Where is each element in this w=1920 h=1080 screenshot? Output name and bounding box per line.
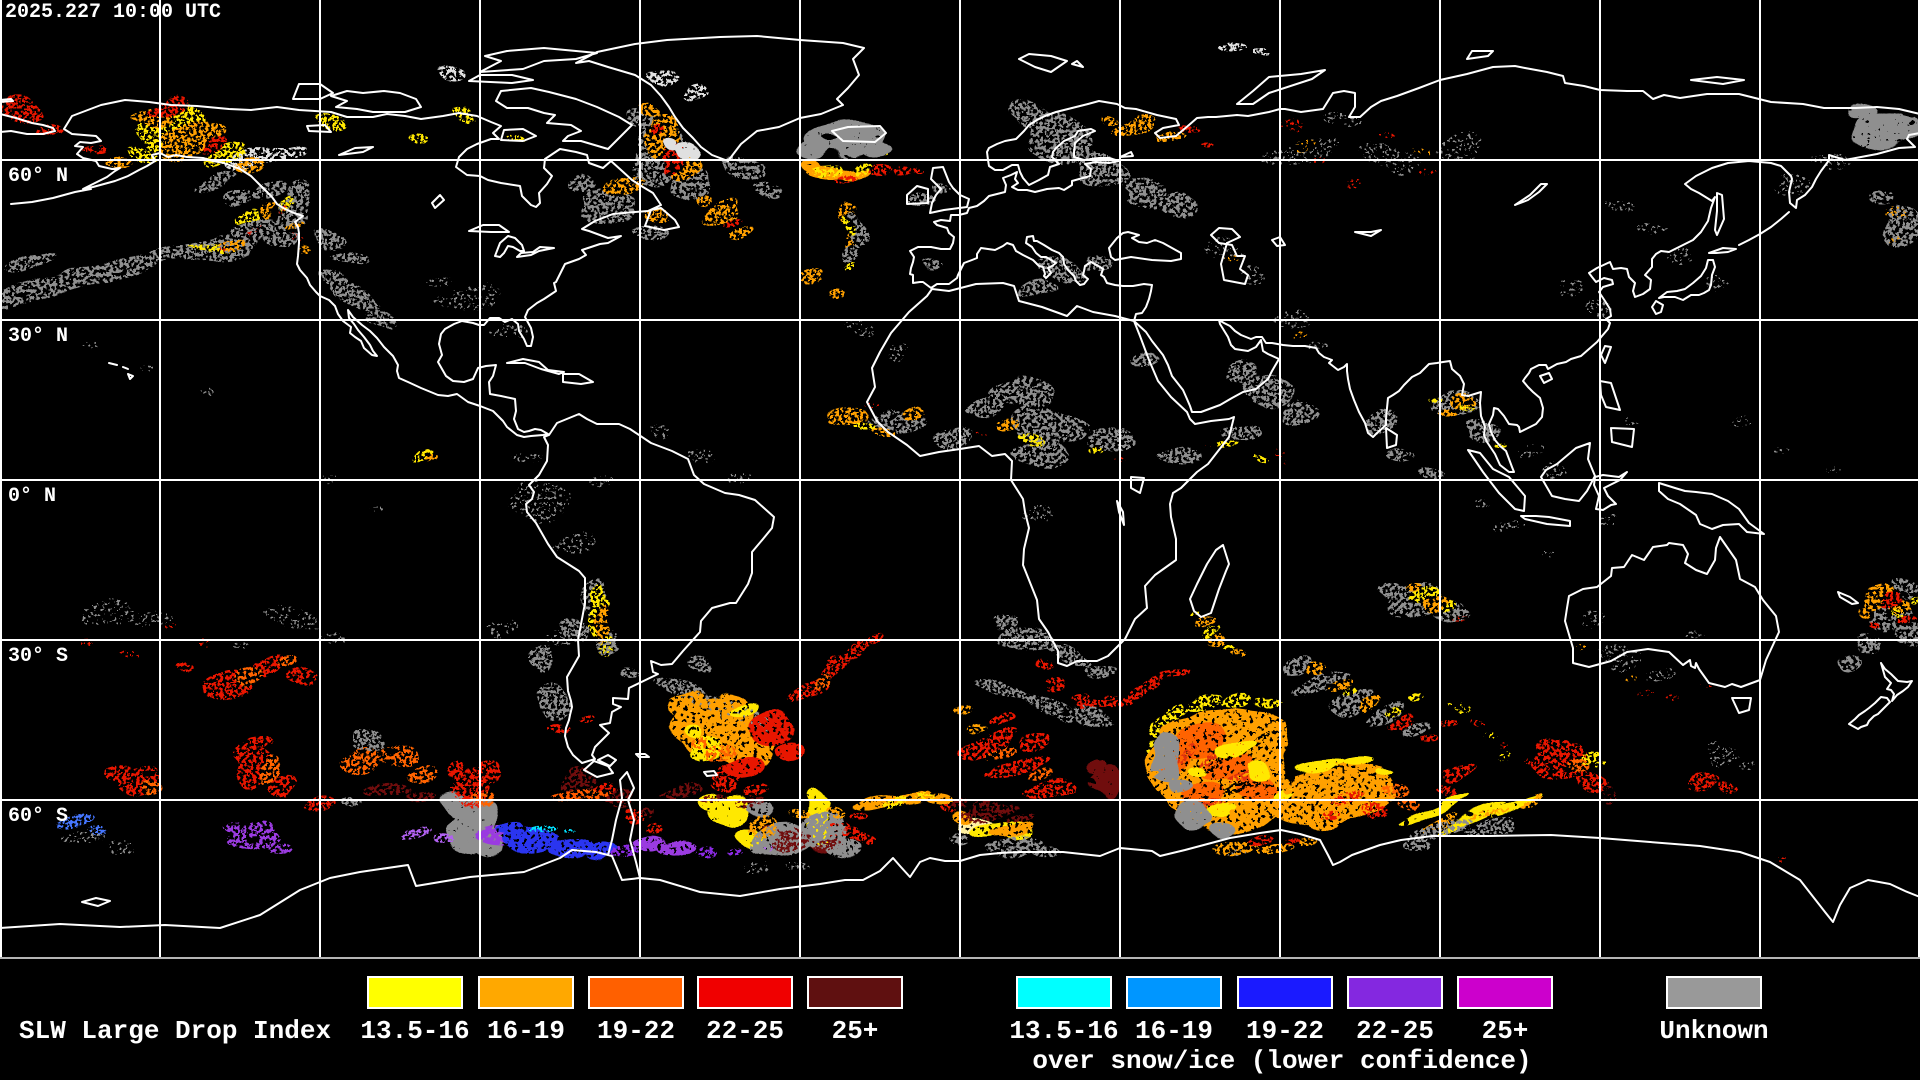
svg-text:SLW Large Drop Index: SLW Large Drop Index [19, 1016, 331, 1046]
svg-text:30° N: 30° N [8, 325, 68, 348]
svg-text:0° N: 0° N [8, 485, 56, 508]
svg-text:25+: 25+ [832, 1016, 879, 1046]
svg-text:13.5-16: 13.5-16 [1009, 1016, 1118, 1046]
svg-text:Unknown: Unknown [1659, 1016, 1768, 1046]
svg-text:22-25: 22-25 [706, 1016, 784, 1046]
svg-text:25+: 25+ [1482, 1016, 1529, 1046]
svg-text:22-25: 22-25 [1356, 1016, 1434, 1046]
svg-text:60° N: 60° N [8, 165, 68, 188]
svg-text:60° S: 60° S [8, 805, 68, 828]
svg-text:16-19: 16-19 [487, 1016, 565, 1046]
svg-text:16-19: 16-19 [1135, 1016, 1213, 1046]
svg-text:over snow/ice (lower confidenc: over snow/ice (lower confidence) [1032, 1046, 1531, 1076]
svg-text:30° S: 30° S [8, 645, 68, 668]
svg-text:19-22: 19-22 [1246, 1016, 1324, 1046]
svg-text:19-22: 19-22 [597, 1016, 675, 1046]
svg-text:13.5-16: 13.5-16 [360, 1016, 469, 1046]
svg-text:2025.227 10:00 UTC: 2025.227 10:00 UTC [5, 1, 221, 24]
